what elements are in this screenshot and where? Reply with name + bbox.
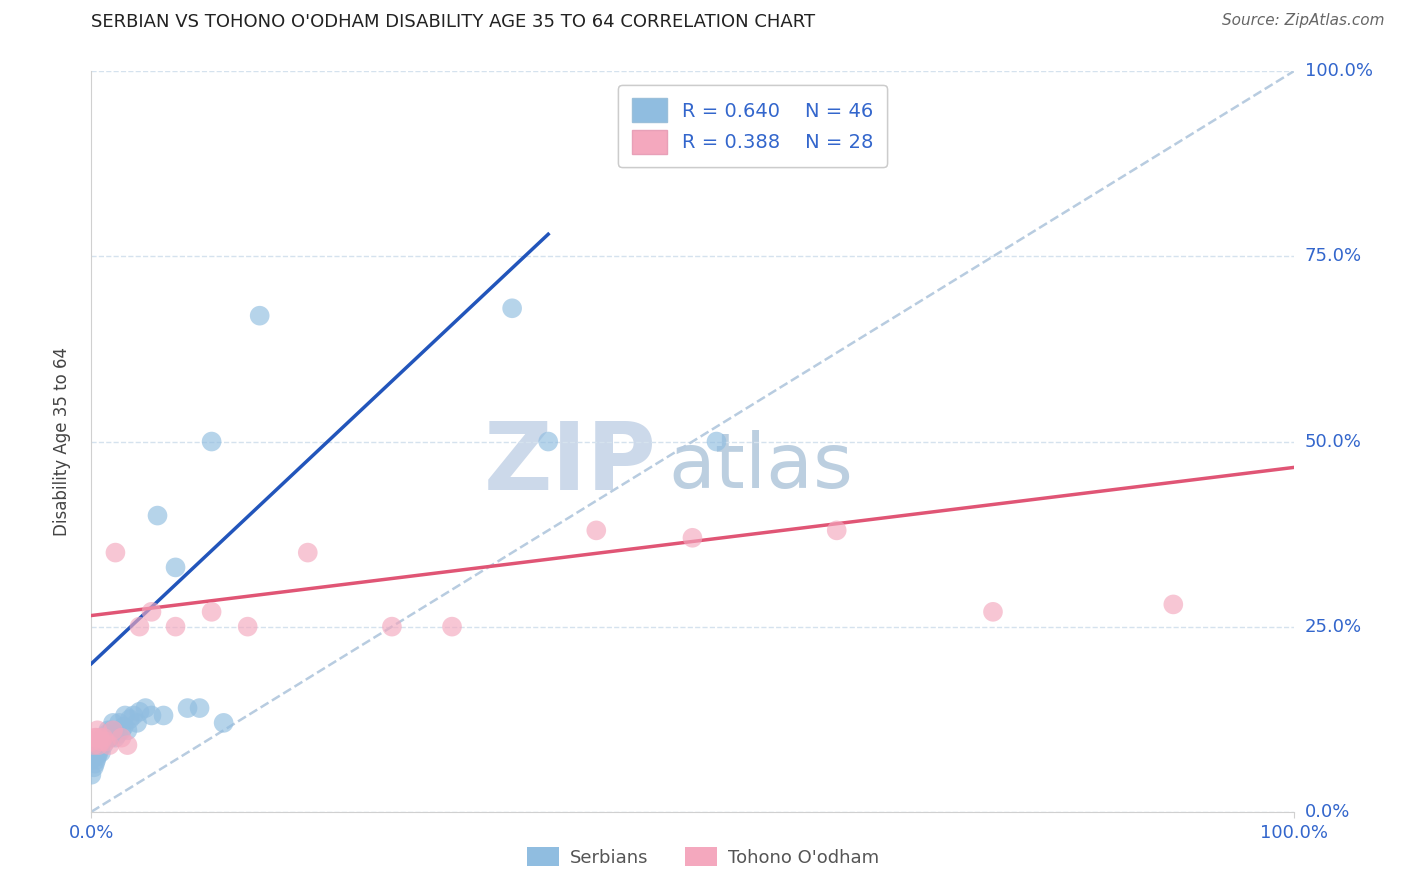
Point (117, 738, 139, 752)
Point (706, 434, 728, 449)
Point (93, 738, 115, 752)
Point (96, 727, 118, 741)
Point (1161, 598, 1184, 612)
Point (117, 723, 139, 738)
Point (97, 723, 120, 738)
Point (122, 708, 145, 723)
Point (104, 546, 127, 560)
Point (141, 708, 163, 723)
Point (87, 746, 110, 760)
Point (90, 746, 112, 760)
Point (537, 434, 560, 449)
Point (141, 605, 163, 619)
Legend: R = 0.640    N = 46, R = 0.388    N = 28: R = 0.640 N = 46, R = 0.388 N = 28 (619, 85, 887, 167)
Y-axis label: Disability Age 35 to 64: Disability Age 35 to 64 (52, 347, 70, 536)
Text: 75.0%: 75.0% (1305, 247, 1362, 266)
Point (80, 753, 103, 767)
Point (90, 738, 112, 752)
Point (440, 619, 463, 633)
Point (84, 756, 107, 771)
Point (297, 546, 319, 560)
Point (165, 560, 187, 574)
Point (128, 705, 150, 719)
Point (89, 741, 111, 756)
Point (125, 715, 148, 730)
Point (501, 301, 523, 316)
Point (176, 701, 198, 715)
Text: 25.0%: 25.0% (1305, 617, 1362, 636)
Point (101, 723, 124, 738)
Point (981, 605, 1004, 619)
Point (201, 434, 224, 449)
Text: atlas: atlas (668, 431, 853, 505)
Point (110, 731, 132, 745)
Point (80, 767, 103, 781)
Point (585, 524, 607, 538)
Point (89, 731, 111, 745)
Point (83, 760, 105, 774)
Point (381, 619, 404, 633)
Point (107, 727, 129, 741)
Point (101, 715, 124, 730)
Point (212, 715, 235, 730)
Point (104, 731, 127, 745)
Point (84, 753, 107, 767)
Legend: Serbians, Tohono O'odham: Serbians, Tohono O'odham (520, 840, 886, 874)
Point (98, 731, 121, 745)
Point (146, 508, 169, 523)
Point (152, 708, 174, 723)
Text: 0.0%: 0.0% (1305, 803, 1350, 821)
Point (80, 738, 103, 752)
Point (87, 738, 110, 752)
Point (94, 734, 117, 748)
Point (100, 731, 122, 745)
Point (236, 619, 259, 633)
Point (86, 723, 108, 738)
Point (201, 605, 224, 619)
Text: Source: ZipAtlas.com: Source: ZipAtlas.com (1222, 13, 1385, 29)
Point (83, 746, 105, 760)
Point (188, 701, 211, 715)
Text: 100.0%: 100.0% (1305, 62, 1372, 80)
Point (80, 734, 103, 748)
Point (91, 734, 114, 748)
Point (681, 531, 703, 545)
Point (108, 715, 131, 730)
Point (134, 701, 156, 715)
Point (94, 731, 117, 745)
Point (114, 708, 136, 723)
Text: 50.0%: 50.0% (1305, 433, 1361, 450)
Point (249, 309, 271, 323)
Point (90, 734, 112, 748)
Point (93, 731, 115, 745)
Point (83, 738, 105, 752)
Point (84, 731, 107, 745)
Point (93, 731, 115, 745)
Point (86, 749, 108, 764)
Point (98, 738, 121, 752)
Point (165, 619, 187, 633)
Point (101, 723, 124, 738)
Point (112, 720, 135, 734)
Text: ZIP: ZIP (484, 417, 657, 509)
Point (84, 731, 107, 745)
Point (110, 723, 132, 738)
Point (825, 524, 848, 538)
Text: SERBIAN VS TOHONO O'ODHAM DISABILITY AGE 35 TO 64 CORRELATION CHART: SERBIAN VS TOHONO O'ODHAM DISABILITY AGE… (91, 13, 815, 31)
Point (118, 712, 141, 726)
Point (128, 619, 150, 633)
